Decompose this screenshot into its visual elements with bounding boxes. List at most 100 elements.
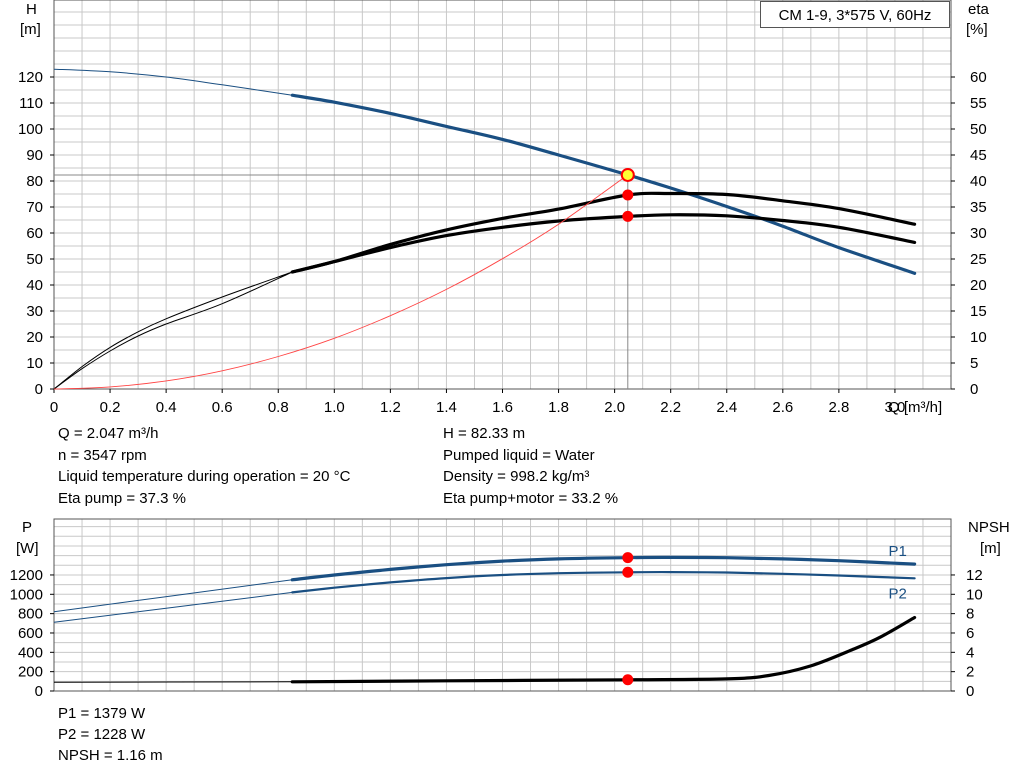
operating-info-left: Q = 2.047 m³/h n = 3547 rpm Liquid tempe… <box>58 423 350 509</box>
y-tick-label: 0 <box>35 381 43 398</box>
y2-tick-label: 40 <box>970 173 987 190</box>
operating-point-marker <box>622 674 634 686</box>
system-curve <box>53 174 629 390</box>
x-tick-label: 0.4 <box>156 399 177 416</box>
power-chart-grid <box>53 518 952 692</box>
x-tick-label: 1.2 <box>380 399 401 416</box>
P2-series-label: P2 <box>889 585 907 602</box>
plot-frame <box>53 518 952 692</box>
NPSH-curve-extrapolated <box>53 681 293 683</box>
speed-text: n = 3547 rpm <box>58 446 147 464</box>
head-text: H = 82.33 m <box>443 425 526 442</box>
head-chart-series <box>53 68 917 390</box>
operating-point-marker <box>622 189 634 201</box>
power-info: P1 = 1379 W P2 = 1228 W NPSH = 1.16 m <box>58 703 163 766</box>
duty-point-marker <box>620 167 635 182</box>
y-tick-label: 1000 <box>10 586 43 603</box>
y2-tick-label: 15 <box>970 303 987 320</box>
y-tick-label: 0 <box>35 683 43 700</box>
p-axis-label: P <box>22 519 32 536</box>
y2-tick-label: 60 <box>970 69 987 86</box>
P2-curve-extrapolated <box>53 591 293 623</box>
x-tick-label: 2.8 <box>828 399 849 416</box>
y2-tick-label: 10 <box>966 586 983 603</box>
npsh-axis-unit: [m] <box>980 540 1001 557</box>
x-tick-label: 1.4 <box>436 399 457 416</box>
eta-pump-motor-text: Eta pump+motor = 33.2 % <box>443 489 619 507</box>
power-chart-axes: 0 200 400 600 800 1000 1200 0 2 4 6 8 10 12 P [W] NPSH [m… <box>10 519 1010 700</box>
y-tick-label: 1200 <box>10 567 43 584</box>
y-tick-label: 10 <box>26 355 43 372</box>
y-tick-label: 20 <box>26 329 43 346</box>
density-text: Density = 998.2 kg/m³ <box>443 468 590 485</box>
y2-tick-label: 2 <box>966 664 974 681</box>
y2-tick-label: 0 <box>966 683 974 700</box>
eta-pump-text: Eta pump = 37.3 % <box>58 489 186 507</box>
head-chart-axes: 0 10 20 30 40 50 60 70 80 90 100 110 120 0 5 10 15 20 25 30… <box>18 1 990 416</box>
x-tick-label: 0 <box>50 399 58 416</box>
y-tick-label: 200 <box>18 664 43 681</box>
y-tick-label: 50 <box>26 251 43 268</box>
pumped-liquid-text: Pumped liquid = Water <box>443 446 595 464</box>
P1-curve-extrapolated <box>53 579 293 613</box>
x-tick-label: 2.2 <box>660 399 681 416</box>
eta_pump-curve-extrapolated <box>53 271 293 390</box>
y2-tick-label: 25 <box>970 251 987 268</box>
y-tick-label: 120 <box>18 69 43 86</box>
head-chart-grid <box>53 0 952 390</box>
y-tick-label: 100 <box>18 121 43 138</box>
operating-point-marker <box>622 566 634 578</box>
y2-tick-label: 0 <box>970 381 978 398</box>
y2-tick-label: 20 <box>970 277 987 294</box>
y2-axis-unit: [%] <box>966 21 988 38</box>
y-tick-label: 110 <box>19 95 43 112</box>
y-tick-label: 30 <box>26 303 43 320</box>
y-tick-label: 60 <box>26 225 43 242</box>
y2-tick-label: 45 <box>970 147 987 164</box>
x-tick-label: 0.6 <box>212 399 233 416</box>
x-tick-label: 0.8 <box>268 399 289 416</box>
y2-tick-label: 12 <box>966 567 983 584</box>
liquid-temperature-text: Liquid temperature during operation = 20… <box>58 468 351 485</box>
y2-tick-label: 30 <box>970 225 987 242</box>
eta_total-curve-extrapolated <box>53 271 293 390</box>
y2-tick-label: 5 <box>970 355 978 372</box>
chart-title: CM 1-9, 3*575 V, 60Hz <box>760 1 950 28</box>
p1-text: P1 = 1379 W <box>58 705 146 722</box>
p2-text: P2 = 1228 W <box>58 726 146 743</box>
P2-curve <box>291 570 916 594</box>
x-tick-label: 1.6 <box>492 399 513 416</box>
y2-tick-label: 55 <box>970 95 987 112</box>
x-tick-label: 2.4 <box>716 399 737 416</box>
npsh-text: NPSH = 1.16 m <box>58 747 163 764</box>
x-tick-label: 0.2 <box>100 399 121 416</box>
y2-tick-label: 35 <box>970 199 987 216</box>
y-tick-label: 90 <box>26 147 43 164</box>
power-chart-series: P1 P2 <box>53 543 917 684</box>
x-tick-label: 1.0 <box>324 399 345 416</box>
x-tick-label: 2.6 <box>772 399 793 416</box>
y-axis-label: H <box>26 1 37 18</box>
eta_total-curve <box>290 213 917 274</box>
operating-point-marker <box>622 210 634 222</box>
y-tick-label: 80 <box>26 173 43 190</box>
flow-rate-text: Q = 2.047 m³/h <box>58 425 159 442</box>
duty-point-markers <box>54 167 635 686</box>
y2-tick-label: 8 <box>966 606 974 623</box>
y-tick-label: 800 <box>18 606 43 623</box>
y-tick-label: 70 <box>26 199 43 216</box>
y2-tick-label: 10 <box>970 329 987 346</box>
npsh-axis-label: NPSH <box>968 519 1010 536</box>
H-curve <box>290 93 917 275</box>
NPSH-curve <box>290 615 917 684</box>
P1-curve <box>290 555 917 582</box>
x-axis-label: Q [m³/h] <box>888 399 942 416</box>
P1-series-label: P1 <box>889 543 907 560</box>
y-tick-label: 600 <box>18 625 43 642</box>
y-axis-unit: [m] <box>20 21 41 38</box>
x-tick-label: 3.0 <box>885 399 906 416</box>
y2-tick-label: 6 <box>966 625 974 642</box>
eta_pump-curve <box>290 191 917 274</box>
operating-info-right: H = 82.33 m Pumped liquid = Water Densit… <box>443 423 618 509</box>
